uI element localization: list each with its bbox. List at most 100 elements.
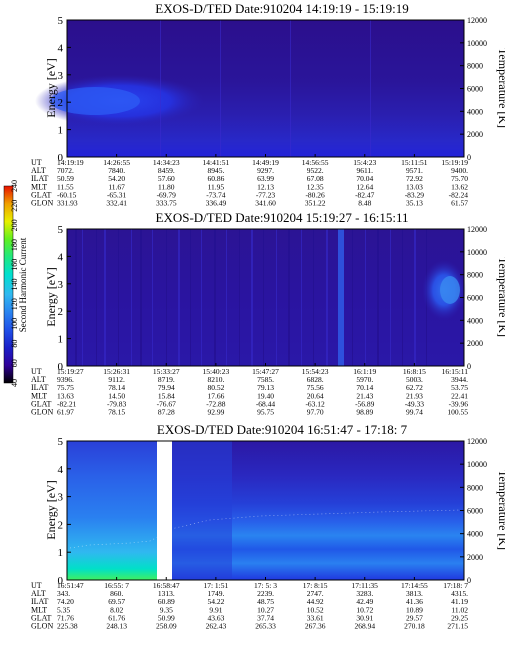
- orbit-cell: 80.52: [207, 383, 224, 392]
- streak: [377, 229, 379, 366]
- orbit-cell: 14:41:51: [203, 158, 230, 167]
- orbit-cell: 5003.: [406, 375, 423, 384]
- orbit-cell: 60.89: [158, 597, 175, 606]
- ytick-label: 5: [58, 15, 64, 27]
- orbit-cell: 29.57: [406, 613, 423, 622]
- ytick-label: 1: [58, 125, 64, 137]
- orbit-cell: -80.26: [305, 190, 325, 199]
- orbit-row-name: UT: [31, 158, 42, 167]
- colorbar-tick-label: 40: [10, 379, 19, 387]
- orbit-cell: 9.91: [209, 605, 222, 614]
- panel-2-high-energy-core: [440, 276, 460, 304]
- streak: [201, 229, 202, 366]
- streak: [96, 229, 97, 366]
- orbit-cell: 17: 5: 3: [254, 581, 277, 590]
- ytick-label: 4: [58, 464, 64, 476]
- streak: [166, 229, 167, 366]
- panel-2-orbit-table: UT 15:19:27 15:26:31 15:33:27 15:40:23 15:47:…: [31, 367, 468, 417]
- panel-3-y2label: Temperature [K]: [496, 470, 505, 550]
- y2tick-label: 2000: [467, 130, 483, 139]
- streak: [152, 229, 153, 366]
- orbit-cell: 8459.: [158, 166, 175, 175]
- streak: [326, 229, 328, 366]
- orbit-row-name: GLON: [31, 622, 53, 631]
- orbit-cell: 69.57: [108, 597, 125, 606]
- orbit-cell: 78.14: [108, 383, 125, 392]
- y2tick-label: 0: [467, 153, 471, 162]
- panel-1-orbit-table: UT 14:19:19 14:26:55 14:34:23 14:41:51 14:49:…: [31, 158, 468, 208]
- orbit-cell: 54.20: [108, 174, 125, 183]
- panel-2-title: EXOS-D/TED Date:910204 15:19:27 - 16:15:…: [156, 210, 409, 225]
- orbit-cell: 15:40:23: [203, 367, 230, 376]
- orbit-cell: 78.15: [108, 408, 125, 417]
- y2tick-label: 0: [467, 576, 471, 585]
- y2tick-label: 12000: [467, 437, 487, 446]
- orbit-cell: 97.70: [307, 408, 324, 417]
- orbit-cell: 11.02: [451, 605, 468, 614]
- panel-3-ramp-segment: [172, 441, 232, 580]
- orbit-cell: 16:1:19: [353, 367, 376, 376]
- y2tick-label: 6000: [467, 507, 483, 516]
- orbit-cell: 9611.: [356, 166, 373, 175]
- orbit-cell: -82.47: [355, 190, 375, 199]
- orbit-cell: 343.: [57, 589, 70, 598]
- orbit-cell: 14:56:55: [302, 158, 329, 167]
- y2tick-label: 0: [467, 362, 471, 371]
- orbit-cell: 14:49:19: [252, 158, 279, 167]
- orbit-cell: 15:33:27: [153, 367, 180, 376]
- streak: [82, 229, 83, 366]
- panel-2-bright-streak: [338, 229, 344, 366]
- orbit-cell: 14.50: [108, 391, 125, 400]
- streak: [226, 229, 227, 366]
- orbit-row-name: ILAT: [31, 383, 48, 392]
- orbit-cell: 14:34:23: [153, 158, 180, 167]
- streak: [104, 229, 106, 366]
- orbit-cell: -56.89: [355, 399, 375, 408]
- ytick-label: 4: [58, 42, 64, 54]
- y2tick-label: 4000: [467, 107, 483, 116]
- orbit-cell: 33.61: [307, 613, 324, 622]
- orbit-cell: 351.22: [305, 199, 326, 208]
- orbit-cell: 79.13: [257, 383, 274, 392]
- orbit-cell: 15:26:31: [103, 367, 130, 376]
- orbit-cell: 10.27: [257, 605, 274, 614]
- orbit-cell: -82.21: [57, 399, 77, 408]
- panel-1-y2label: Temperature [K]: [496, 48, 505, 128]
- streak: [414, 229, 416, 366]
- orbit-cell: 9400.: [451, 166, 468, 175]
- ytick-label: 0: [58, 575, 64, 587]
- orbit-cell: -77.23: [256, 190, 276, 199]
- panel-3-title: EXOS-D/TED Date:910204 16:51:47 - 17:18:…: [157, 422, 408, 437]
- orbit-cell: 12.35: [307, 182, 324, 191]
- orbit-cell: 98.89: [356, 408, 373, 417]
- orbit-cell: 9297.: [257, 166, 274, 175]
- streak: [313, 229, 314, 366]
- orbit-cell: 22.41: [451, 391, 468, 400]
- orbit-row-name: ALT: [31, 166, 46, 175]
- orbit-row-name: MLT: [31, 391, 47, 400]
- panel-3-ylabel: Energy [eV]: [44, 480, 58, 539]
- orbit-cell: 42.49: [356, 597, 373, 606]
- orbit-cell: 17: 8:15: [303, 581, 328, 590]
- panel-2-yticks: 0 1 2 3 4 5: [58, 224, 465, 373]
- orbit-cell: 21.43: [356, 391, 373, 400]
- streak: [276, 229, 277, 366]
- orbit-cell: 17.66: [207, 391, 224, 400]
- panel-1-title: EXOS-D/TED Date:910204 14:19:19 - 15:19:…: [155, 1, 408, 16]
- ytick-label: 1: [58, 547, 64, 559]
- orbit-cell: -79.83: [107, 399, 127, 408]
- orbit-cell: 15:19:27: [57, 367, 84, 376]
- orbit-cell: 5.35: [57, 605, 70, 614]
- streak: [390, 229, 391, 366]
- orbit-cell: 10.89: [406, 605, 423, 614]
- orbit-row-name: UT: [31, 581, 42, 590]
- y2tick-label: 10000: [467, 248, 487, 257]
- orbit-cell: 92.99: [207, 408, 224, 417]
- orbit-cell: 17:18: 7: [443, 581, 468, 590]
- orbit-cell: 15.84: [158, 391, 175, 400]
- panel-3-orbit-table: UT 16:51:47 16:55: 7 16:58:47 17: 1:51 17: 5:…: [31, 581, 468, 631]
- orbit-cell: 8.02: [110, 605, 123, 614]
- orbit-cell: 1313.: [158, 589, 175, 598]
- orbit-cell: 21.93: [406, 391, 423, 400]
- colorbar-tick-label: 180: [10, 239, 19, 251]
